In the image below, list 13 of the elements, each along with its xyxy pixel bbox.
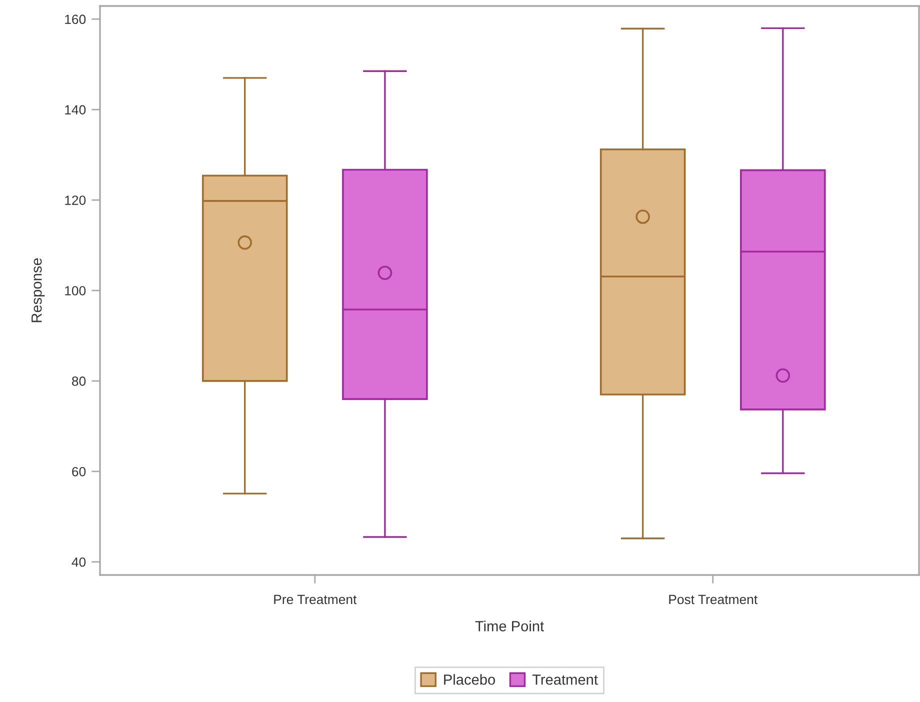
x-tick-label: Pre Treatment <box>274 594 357 604</box>
legend-label: Placebo <box>444 674 495 685</box>
y-axis-title: Response <box>32 258 45 322</box>
y-tick-label: 120 <box>65 196 86 205</box>
y-tick-label: 160 <box>65 14 86 24</box>
x-tick-label: Post Treatment <box>669 594 758 604</box>
y-tick-label: 100 <box>65 286 86 296</box>
y-tick-label: 140 <box>65 105 86 114</box>
y-tick-label: 40 <box>72 557 86 567</box>
y-tick-label: 80 <box>72 376 86 386</box>
y-tick-label: 60 <box>72 466 86 476</box>
legend-label: Treatment <box>532 674 598 685</box>
x-axis-title: Time Point <box>475 620 544 632</box>
